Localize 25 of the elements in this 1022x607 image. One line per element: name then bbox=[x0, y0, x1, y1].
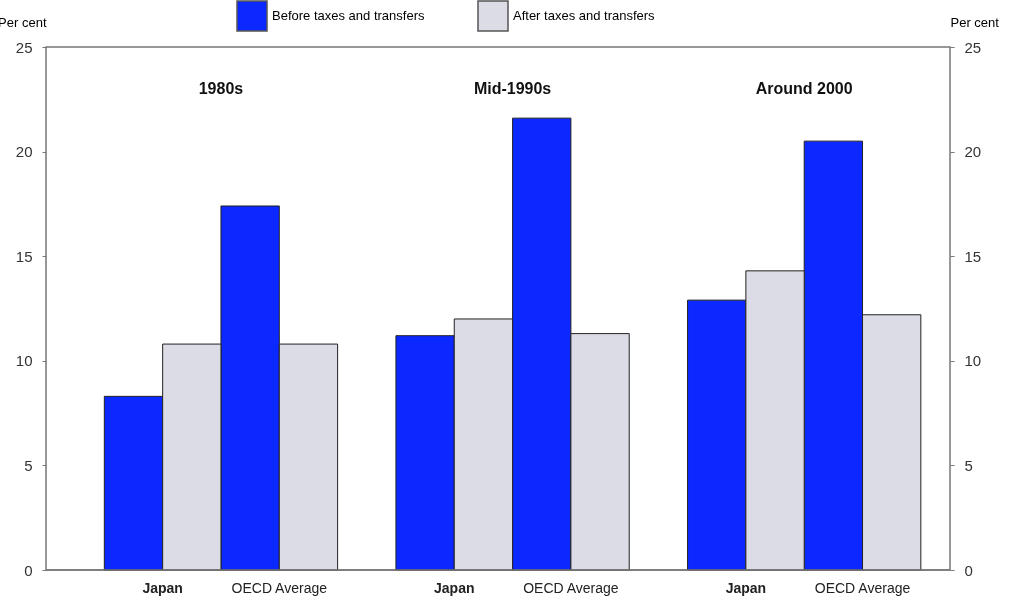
annotation: Around 2000 bbox=[755, 80, 853, 97]
legend-label: Before taxes and transfers bbox=[272, 8, 425, 23]
y2-tick-label: 15 bbox=[964, 247, 982, 265]
x-tick-label: Japan bbox=[725, 580, 767, 596]
x-tick-label: OECD Average bbox=[523, 580, 619, 596]
y2-tick-label: 0 bbox=[964, 561, 973, 579]
x-tick-label: Japan bbox=[142, 580, 183, 596]
y2-tick-label: 10 bbox=[964, 352, 982, 370]
x-tick-label: OECD Average bbox=[231, 580, 328, 596]
y-tick-label: 5 bbox=[24, 456, 33, 474]
y-axis-title: Per cent bbox=[0, 14, 47, 30]
annotation: Mid-1990s bbox=[473, 80, 552, 97]
y-tick-label: 20 bbox=[15, 143, 33, 161]
x-tick-label: OECD Average bbox=[814, 580, 911, 596]
y-tick-label: 0 bbox=[24, 561, 33, 579]
y2-tick-label: 5 bbox=[964, 456, 973, 474]
y2-tick-label: 25 bbox=[964, 38, 982, 56]
y-tick-label: 15 bbox=[15, 247, 33, 265]
y2-axis-title: Per cent bbox=[950, 14, 1000, 30]
y-tick-label: 10 bbox=[15, 352, 33, 370]
y-tick-label: 25 bbox=[15, 38, 33, 56]
y2-tick-label: 20 bbox=[964, 143, 982, 161]
legend-label: After taxes and transfers bbox=[513, 8, 656, 23]
x-tick-label: Japan bbox=[434, 580, 475, 596]
annotation: 1980s bbox=[198, 80, 244, 97]
